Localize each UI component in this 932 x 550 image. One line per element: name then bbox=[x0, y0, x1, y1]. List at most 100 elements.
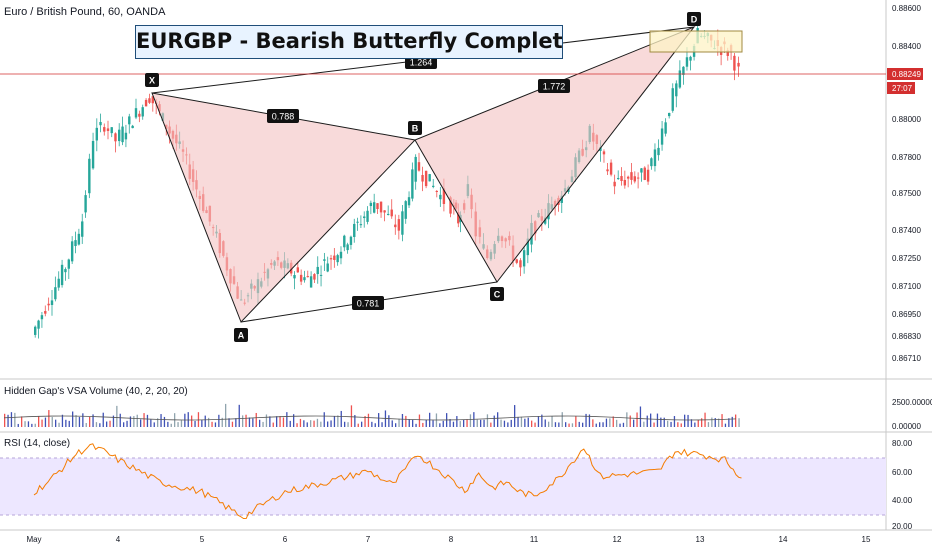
time-tick: 4 bbox=[116, 535, 121, 544]
volume-bar bbox=[65, 419, 67, 427]
candle-body bbox=[432, 185, 435, 187]
volume-bar bbox=[231, 421, 234, 427]
candle-body bbox=[293, 275, 296, 279]
candle-body bbox=[64, 269, 67, 273]
volume-bar bbox=[667, 420, 669, 427]
volume-bar bbox=[718, 418, 720, 427]
candle-body bbox=[134, 108, 138, 118]
volume-bar bbox=[157, 418, 159, 427]
volume-bar bbox=[588, 414, 591, 427]
candle-body bbox=[74, 240, 77, 247]
volume-bar bbox=[554, 422, 557, 427]
volume-bar bbox=[357, 423, 359, 427]
rsi-tick: 40.00 bbox=[892, 496, 913, 505]
countdown-tag: 27:07 bbox=[887, 82, 915, 94]
candle-body bbox=[296, 267, 300, 273]
candle-body bbox=[726, 50, 729, 56]
volume-bar bbox=[439, 423, 441, 427]
volume-bar bbox=[187, 412, 189, 427]
chart-title: EURGBP - Bearish Butterfly Completion bbox=[135, 25, 563, 59]
candle-body bbox=[353, 223, 356, 237]
volume-bar bbox=[622, 422, 625, 427]
volume-bar bbox=[531, 420, 533, 427]
candle-body bbox=[640, 168, 643, 173]
candle-body bbox=[636, 177, 640, 179]
volume-bar bbox=[44, 417, 47, 427]
candle-body bbox=[417, 162, 421, 171]
volume-bar bbox=[347, 422, 349, 427]
time-tick: 7 bbox=[366, 535, 371, 544]
volume-bar bbox=[398, 418, 400, 427]
candle-body bbox=[543, 217, 547, 224]
time-tick: May bbox=[26, 535, 41, 544]
candle-body bbox=[602, 151, 606, 155]
candle-body bbox=[363, 216, 366, 219]
candle-body bbox=[148, 98, 151, 103]
volume-bar bbox=[456, 416, 458, 427]
volume-bar bbox=[316, 418, 319, 427]
svg-text:X: X bbox=[149, 76, 155, 86]
volume-bar bbox=[136, 414, 138, 427]
volume-bar bbox=[31, 423, 33, 427]
candle-body bbox=[376, 203, 379, 210]
volume-bar bbox=[296, 423, 298, 427]
volume-bar bbox=[272, 422, 274, 427]
point-label-a: A bbox=[234, 328, 248, 342]
volume-bar bbox=[415, 423, 417, 427]
rsi-tick: 20.00 bbox=[892, 522, 913, 531]
volume-bar bbox=[99, 423, 101, 427]
volume-bar bbox=[537, 416, 540, 427]
volume-bar bbox=[541, 414, 543, 427]
candle-body bbox=[689, 56, 692, 61]
volume-bar bbox=[656, 413, 659, 427]
volume-bar bbox=[262, 421, 264, 427]
volume-bar bbox=[116, 405, 118, 427]
volume-bar bbox=[575, 416, 577, 427]
volume-bar bbox=[330, 420, 332, 427]
volume-bar bbox=[694, 422, 696, 427]
volume-bar bbox=[24, 421, 26, 427]
volume-bar bbox=[483, 419, 485, 427]
volume-bar bbox=[514, 405, 516, 427]
volume-bar bbox=[235, 418, 237, 427]
rsi-band bbox=[0, 457, 886, 516]
candle-body bbox=[671, 88, 674, 111]
volume-bar bbox=[38, 415, 40, 427]
volume-bar bbox=[605, 418, 608, 427]
candle-body bbox=[623, 179, 627, 186]
price-tick: 0.86710 bbox=[892, 354, 921, 363]
volume-bar bbox=[310, 420, 312, 427]
volume-bar bbox=[558, 422, 560, 427]
volume-bar bbox=[361, 421, 363, 427]
volume-bar bbox=[194, 421, 196, 427]
time-tick: 15 bbox=[862, 535, 871, 544]
volume-bars bbox=[3, 403, 740, 427]
candle-body bbox=[106, 128, 110, 131]
candle-body bbox=[299, 274, 303, 282]
volume-pane-label: Hidden Gap's VSA Volume (40, 2, 20, 20) bbox=[4, 386, 188, 397]
candle-body bbox=[383, 210, 386, 213]
candle-body bbox=[319, 274, 323, 276]
candle-body bbox=[339, 251, 343, 259]
volume-bar bbox=[344, 421, 346, 427]
harmonic-pattern bbox=[151, 25, 743, 323]
volume-bar bbox=[592, 419, 594, 427]
candle-body bbox=[675, 83, 678, 97]
candle-body bbox=[397, 219, 401, 231]
candle-body bbox=[630, 172, 633, 180]
volume-bar bbox=[228, 418, 230, 427]
candle-body bbox=[346, 244, 349, 251]
volume-bar bbox=[255, 412, 257, 427]
volume-bar bbox=[180, 420, 183, 427]
candle-body bbox=[386, 213, 390, 215]
price-tick: 0.86950 bbox=[892, 310, 921, 319]
volume-bar bbox=[728, 418, 730, 427]
candle-body bbox=[407, 197, 411, 206]
candle-body bbox=[646, 169, 650, 182]
volume-bar bbox=[337, 415, 339, 427]
candle-body bbox=[57, 278, 60, 288]
volume-bar bbox=[51, 417, 53, 427]
candle-body bbox=[99, 121, 102, 126]
volume-bar bbox=[34, 423, 36, 427]
price-tick: 0.87100 bbox=[892, 282, 921, 291]
